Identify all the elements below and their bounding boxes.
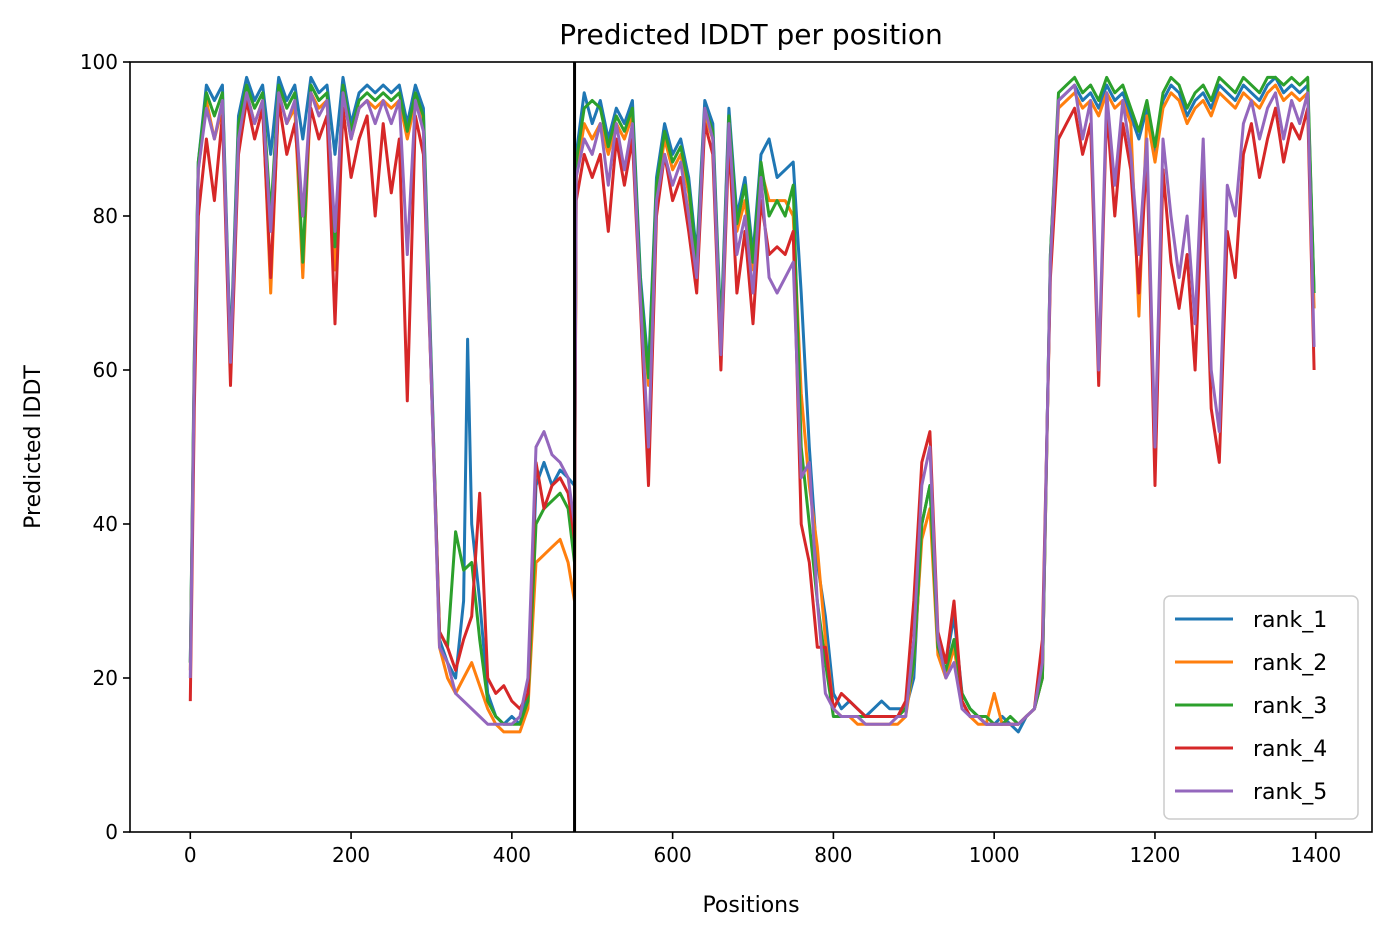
y-tick-label: 80: [93, 204, 118, 228]
y-axis-label: Predicted lDDT: [21, 365, 46, 529]
series-line-1: [188, 75, 1316, 734]
x-tick-label: 800: [814, 843, 852, 867]
legend-label-5: rank_5: [1253, 780, 1327, 805]
legend: rank_1 rank_2 rank_3 rank_4 rank_5: [1163, 595, 1359, 820]
x-tick-label: 600: [654, 843, 692, 867]
x-tick-label: 0: [184, 843, 197, 867]
x-tick-label: 200: [332, 843, 370, 867]
x-axis-label: Positions: [702, 893, 799, 918]
y-axis-ticks: 0 20 40 60 80 100: [80, 50, 130, 844]
series-line-4: [188, 99, 1316, 726]
plot-frame: [129, 61, 1373, 833]
y-tick-label: 100: [80, 50, 118, 74]
chart-title: Predicted lDDT per position: [559, 18, 943, 51]
y-tick-label: 60: [93, 358, 118, 382]
series-line-3: [188, 75, 1316, 726]
series-line-2: [188, 83, 1316, 734]
x-axis-ticks: 0 200 400 600 800 1000 1200 1400: [184, 832, 1341, 867]
legend-box: [1163, 595, 1359, 820]
y-tick-label: 0: [105, 820, 118, 844]
legend-label-3: rank_3: [1253, 694, 1327, 719]
series-line-5: [188, 83, 1316, 726]
legend-label-1: rank_1: [1253, 608, 1327, 633]
series-layer: [188, 75, 1316, 734]
y-tick-label: 20: [93, 666, 118, 690]
x-tick-label: 1200: [1129, 843, 1180, 867]
y-tick-label: 40: [93, 512, 118, 536]
x-tick-label: 1000: [969, 843, 1020, 867]
legend-label-2: rank_2: [1253, 651, 1327, 676]
x-tick-label: 1400: [1290, 843, 1341, 867]
x-tick-label: 400: [493, 843, 531, 867]
legend-label-4: rank_4: [1253, 737, 1327, 762]
